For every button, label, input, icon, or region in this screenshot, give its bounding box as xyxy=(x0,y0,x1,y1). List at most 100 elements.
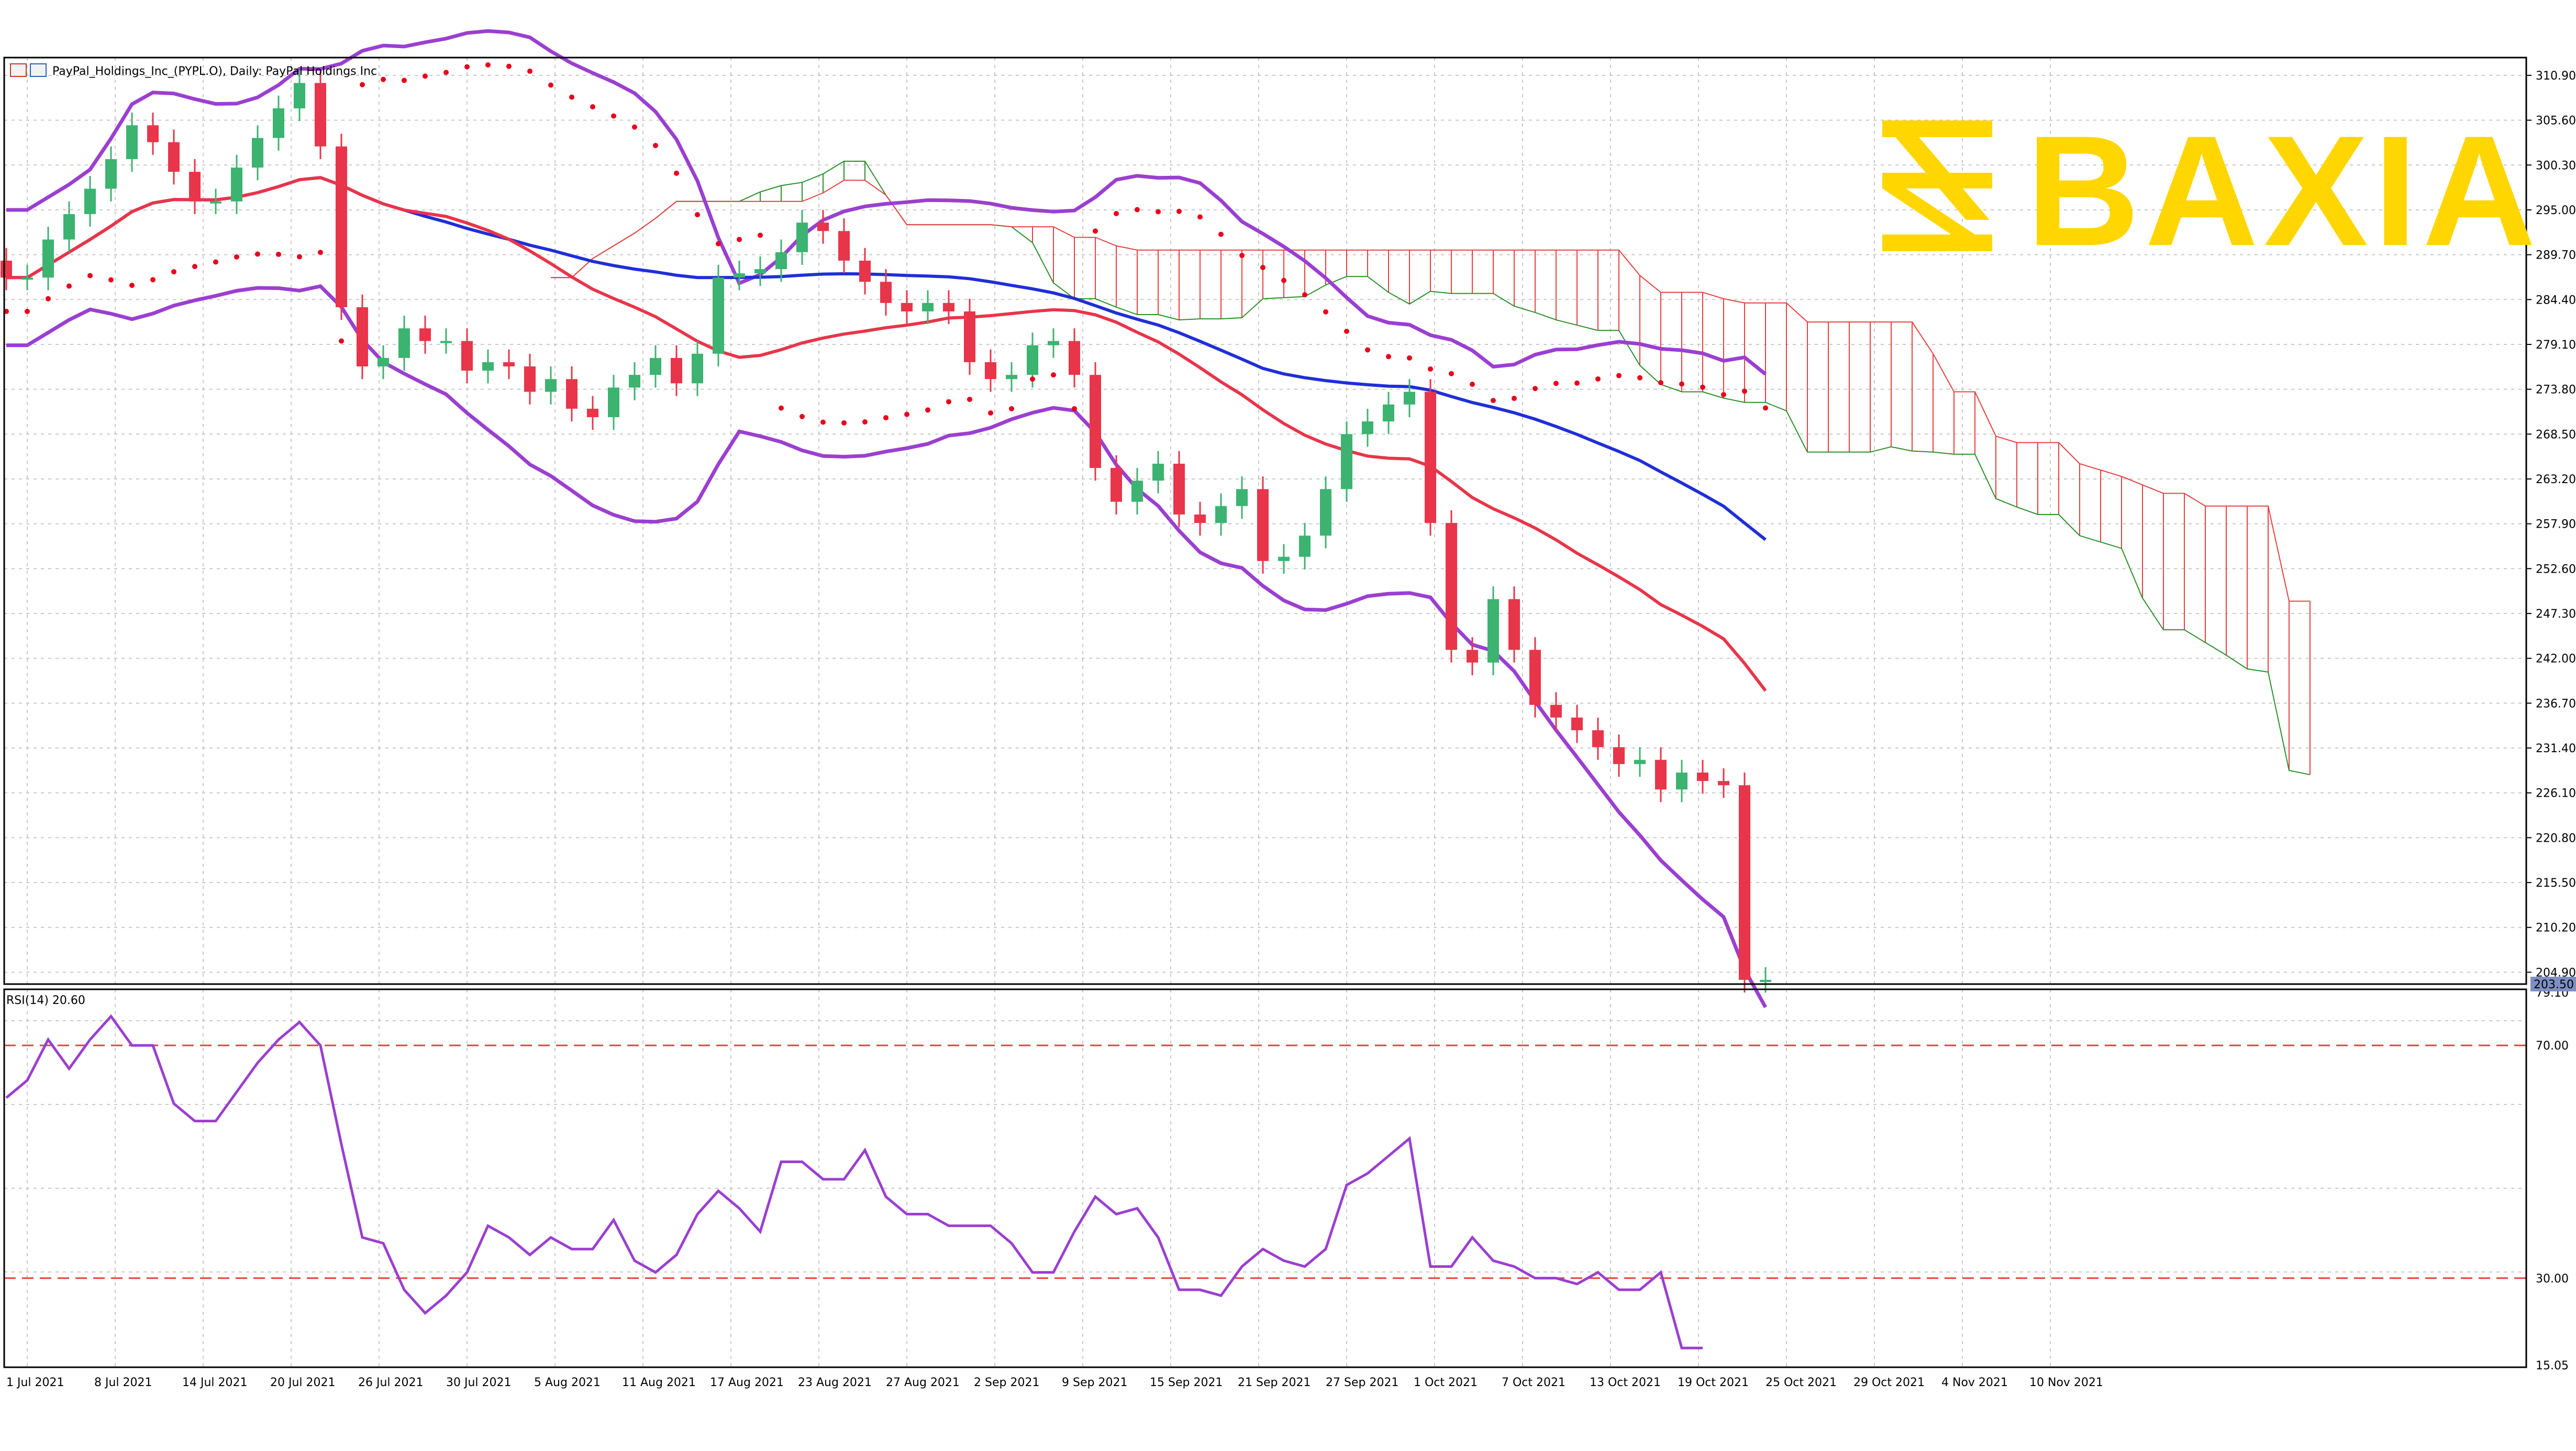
candle-bear xyxy=(524,366,536,392)
x-tick-label: 14 Jul 2021 xyxy=(182,1376,248,1389)
candle-bull xyxy=(713,277,724,354)
candle-bear xyxy=(1090,375,1101,468)
candle-bear xyxy=(817,222,829,231)
candle-bear xyxy=(1069,341,1080,375)
candle-bull xyxy=(398,328,410,358)
candle-bear xyxy=(1550,705,1562,718)
y-tick-label: 242.00 xyxy=(2536,653,2576,666)
candle-bull xyxy=(1236,489,1248,506)
chart-type-icon[interactable] xyxy=(30,63,47,77)
x-tick-label: 19 Oct 2021 xyxy=(1678,1376,1749,1389)
sar-dot xyxy=(485,62,491,68)
y-tick-label: 236.70 xyxy=(2536,697,2576,710)
sar-dot xyxy=(129,283,135,288)
sar-dot xyxy=(1533,386,1538,392)
x-tick-label: 15 Sep 2021 xyxy=(1150,1376,1223,1389)
candle-bull xyxy=(377,358,389,366)
candle-bear xyxy=(838,231,850,261)
candle-bear xyxy=(1739,785,1750,980)
x-tick-label: 2 Sep 2021 xyxy=(974,1376,1039,1389)
sar-dot xyxy=(653,142,658,148)
sar-dot xyxy=(904,411,909,417)
candles xyxy=(1,70,1771,993)
x-tick-label: 11 Aug 2021 xyxy=(622,1376,696,1389)
senkou-span-b xyxy=(551,180,2310,602)
candle-bull xyxy=(1341,434,1352,489)
sar-dot xyxy=(1009,406,1014,411)
sar-dot xyxy=(423,73,428,79)
senkou-span-a xyxy=(551,161,2311,775)
sar-dot xyxy=(590,104,595,110)
candle-bull xyxy=(1760,979,1771,982)
candle-bear xyxy=(587,408,598,417)
sar-dot xyxy=(1176,208,1182,214)
sar-dot xyxy=(1616,373,1622,378)
y-tick-label: 284.40 xyxy=(2536,294,2576,307)
y-tick-label: 273.80 xyxy=(2536,384,2576,397)
sar-dot xyxy=(1553,381,1559,386)
candle-bear xyxy=(503,362,515,366)
sar-dot xyxy=(1072,406,1077,411)
sar-dot xyxy=(758,232,763,238)
x-tick-label: 9 Sep 2021 xyxy=(1062,1376,1127,1389)
y-tick-label: 215.50 xyxy=(2536,877,2576,890)
candle-bear xyxy=(461,341,473,371)
sar-dot xyxy=(1302,292,1307,298)
candle-bear xyxy=(1194,514,1206,523)
y-tick-label: 247.30 xyxy=(2536,608,2576,621)
sar-dot xyxy=(1197,214,1203,220)
y-tick-label: 300.30 xyxy=(2536,159,2576,172)
sar-dot xyxy=(527,69,532,74)
sar-dot xyxy=(1365,347,1370,353)
last-price-box xyxy=(2530,977,2576,991)
sar-dot xyxy=(1637,375,1642,381)
sar-dot xyxy=(360,82,365,87)
baxia-logo-text: BAXIA xyxy=(2026,103,2541,278)
moving-average-slow xyxy=(6,176,1767,541)
candle-bull xyxy=(1152,463,1164,481)
candle-bear xyxy=(1425,392,1436,523)
sar-dot xyxy=(737,237,742,242)
x-tick-label: 27 Aug 2021 xyxy=(886,1376,960,1389)
header: PayPal_Holdings_Inc_(PYPL.O), Daily: Pay… xyxy=(10,63,377,78)
candle-bear xyxy=(985,362,996,380)
candle-bear xyxy=(880,282,892,303)
candle-bull xyxy=(545,379,557,392)
candle-bear xyxy=(1446,523,1457,650)
chart-title: PayPal_Holdings_Inc_(PYPL.O), Daily: Pay… xyxy=(52,65,377,78)
bollinger-upper xyxy=(6,29,1767,376)
candle-bear xyxy=(566,379,578,409)
candle-bull xyxy=(796,222,808,252)
sar-dot xyxy=(1281,277,1286,283)
chart-menu-icon[interactable] xyxy=(10,63,27,77)
sar-dot xyxy=(402,77,407,83)
x-tick-label: 1 Oct 2021 xyxy=(1414,1376,1478,1389)
sar-dot xyxy=(276,251,281,257)
sar-dot xyxy=(1030,376,1035,382)
sar-dot xyxy=(1512,396,1517,401)
candle-bull xyxy=(63,214,75,240)
bollinger-lower xyxy=(6,284,1768,1008)
candle-bull xyxy=(692,353,703,384)
candle-bear xyxy=(1,260,12,278)
sar-dot xyxy=(171,269,176,275)
sar-dot xyxy=(1051,372,1056,378)
rsi-panel-border xyxy=(3,988,2527,1368)
sar-dot xyxy=(800,414,805,419)
x-tick-label: 26 Jul 2021 xyxy=(358,1376,424,1389)
x-tick-label: 21 Sep 2021 xyxy=(1238,1376,1311,1389)
x-tick-label: 4 Nov 2021 xyxy=(1941,1376,2008,1389)
candle-bear xyxy=(1613,747,1625,764)
x-tick-label: 8 Jul 2021 xyxy=(94,1376,152,1389)
candle-bull xyxy=(294,83,305,108)
ichimoku-cloud xyxy=(551,161,2311,775)
candle-bull xyxy=(1487,599,1499,663)
sar-dot xyxy=(1470,382,1475,387)
candle-bear xyxy=(189,172,201,202)
candle-bull xyxy=(734,273,745,278)
candle-bear xyxy=(336,146,347,307)
candle-bear xyxy=(901,303,913,311)
candle-bear xyxy=(1571,717,1583,731)
sar-dot xyxy=(1763,405,1768,411)
parabolic-sar xyxy=(4,62,1768,426)
